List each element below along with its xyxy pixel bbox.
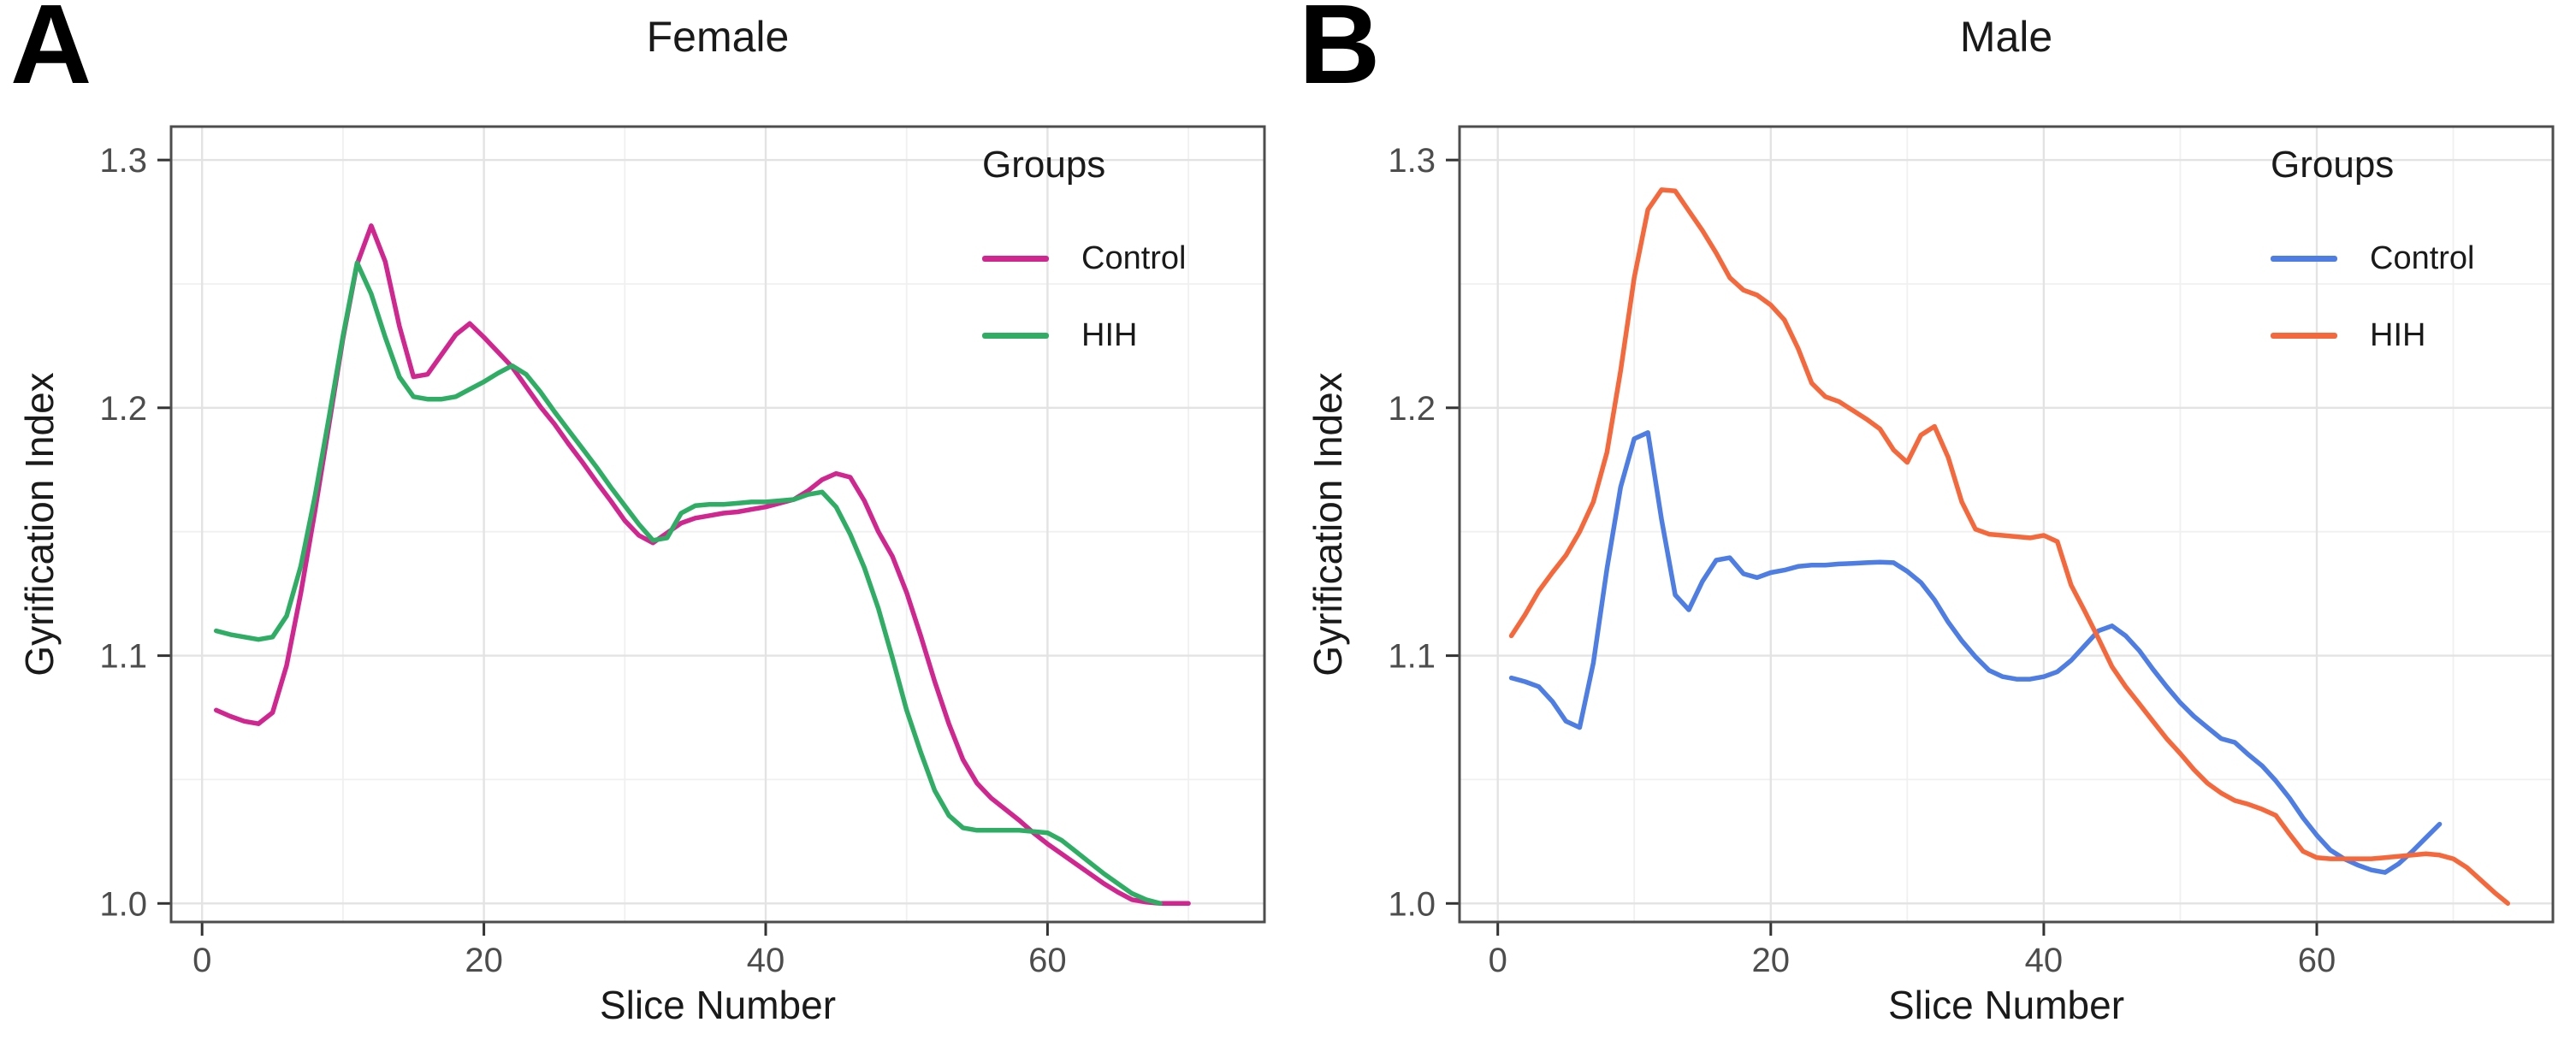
legend-male: Groups Control HIH	[2271, 144, 2475, 354]
panel-border	[1458, 125, 2555, 924]
plot-background	[1460, 127, 2553, 922]
plot-background	[171, 127, 1264, 922]
x-tick-label: 60	[2298, 942, 2336, 979]
x-tick-label: 40	[2025, 942, 2064, 979]
legend-entry-hih: HIH	[2271, 316, 2475, 354]
series-line-hih	[1508, 187, 2511, 907]
x-tick-label: 20	[465, 942, 503, 979]
legend-entry-control: Control	[982, 239, 1187, 277]
y-tick-label: 1.0	[99, 885, 147, 923]
legend-entry-hih: HIH	[982, 316, 1187, 354]
panel-female: A Female Gyrification Index 0 20 40 60 1.0 1.…	[10, 0, 1266, 1027]
y-tick-label: 1.3	[99, 142, 147, 180]
x-tick-label: 20	[1752, 942, 1791, 979]
legend-female: Groups Control HIH	[982, 144, 1187, 354]
legend-entry-label: Control	[2370, 239, 2475, 276]
x-axis-title: Slice Number	[1887, 983, 2125, 1027]
line-chart-male: 0 20 40 60 1.0 1.1 1.2 1.3	[1388, 125, 2555, 979]
hih-line-swatch	[982, 332, 1049, 339]
legend-entry-label: HIH	[2370, 316, 2426, 353]
legend-entry-label: Control	[1081, 239, 1187, 276]
y-tick-label: 1.1	[99, 638, 147, 676]
control-line-swatch	[2271, 255, 2337, 262]
series-line-hih	[213, 260, 1163, 907]
series-line-control	[213, 223, 1191, 907]
panel-title-male: Male	[1959, 13, 2053, 61]
y-tick-label: 1.2	[1388, 390, 1436, 428]
y-tick-label: 1.3	[1388, 142, 1436, 180]
x-tick-label: 60	[1028, 942, 1067, 979]
x-tick-label: 40	[747, 942, 785, 979]
panel-letter-a: A	[10, 0, 92, 107]
series-line-control	[1508, 430, 2443, 875]
panel-male: B Male Gyrification Index 0 20 40 60 1.0 1.1 1…	[1288, 0, 2576, 1046]
x-axis-title: Slice Number	[599, 983, 837, 1027]
legend-title: Groups	[2271, 144, 2395, 186]
panel-title-female: Female	[646, 13, 790, 61]
y-tick-label: 1.0	[1388, 885, 1436, 923]
y-tick-label: 1.1	[1388, 638, 1436, 676]
line-chart-female: 0 20 40 60 1.0 1.1 1.2 1.3	[99, 125, 1266, 979]
x-tick-label: 0	[1489, 942, 1507, 979]
panel-border	[169, 125, 1266, 924]
legend-entry-label: HIH	[1081, 316, 1138, 353]
hih-line-swatch	[2271, 332, 2337, 339]
y-tick-label: 1.2	[99, 390, 147, 428]
panel-letter-b: B	[1299, 0, 1381, 107]
x-tick-label: 0	[192, 942, 211, 979]
legend-title: Groups	[982, 144, 1106, 186]
legend-entry-control: Control	[2271, 239, 2475, 277]
control-line-swatch	[982, 255, 1049, 262]
